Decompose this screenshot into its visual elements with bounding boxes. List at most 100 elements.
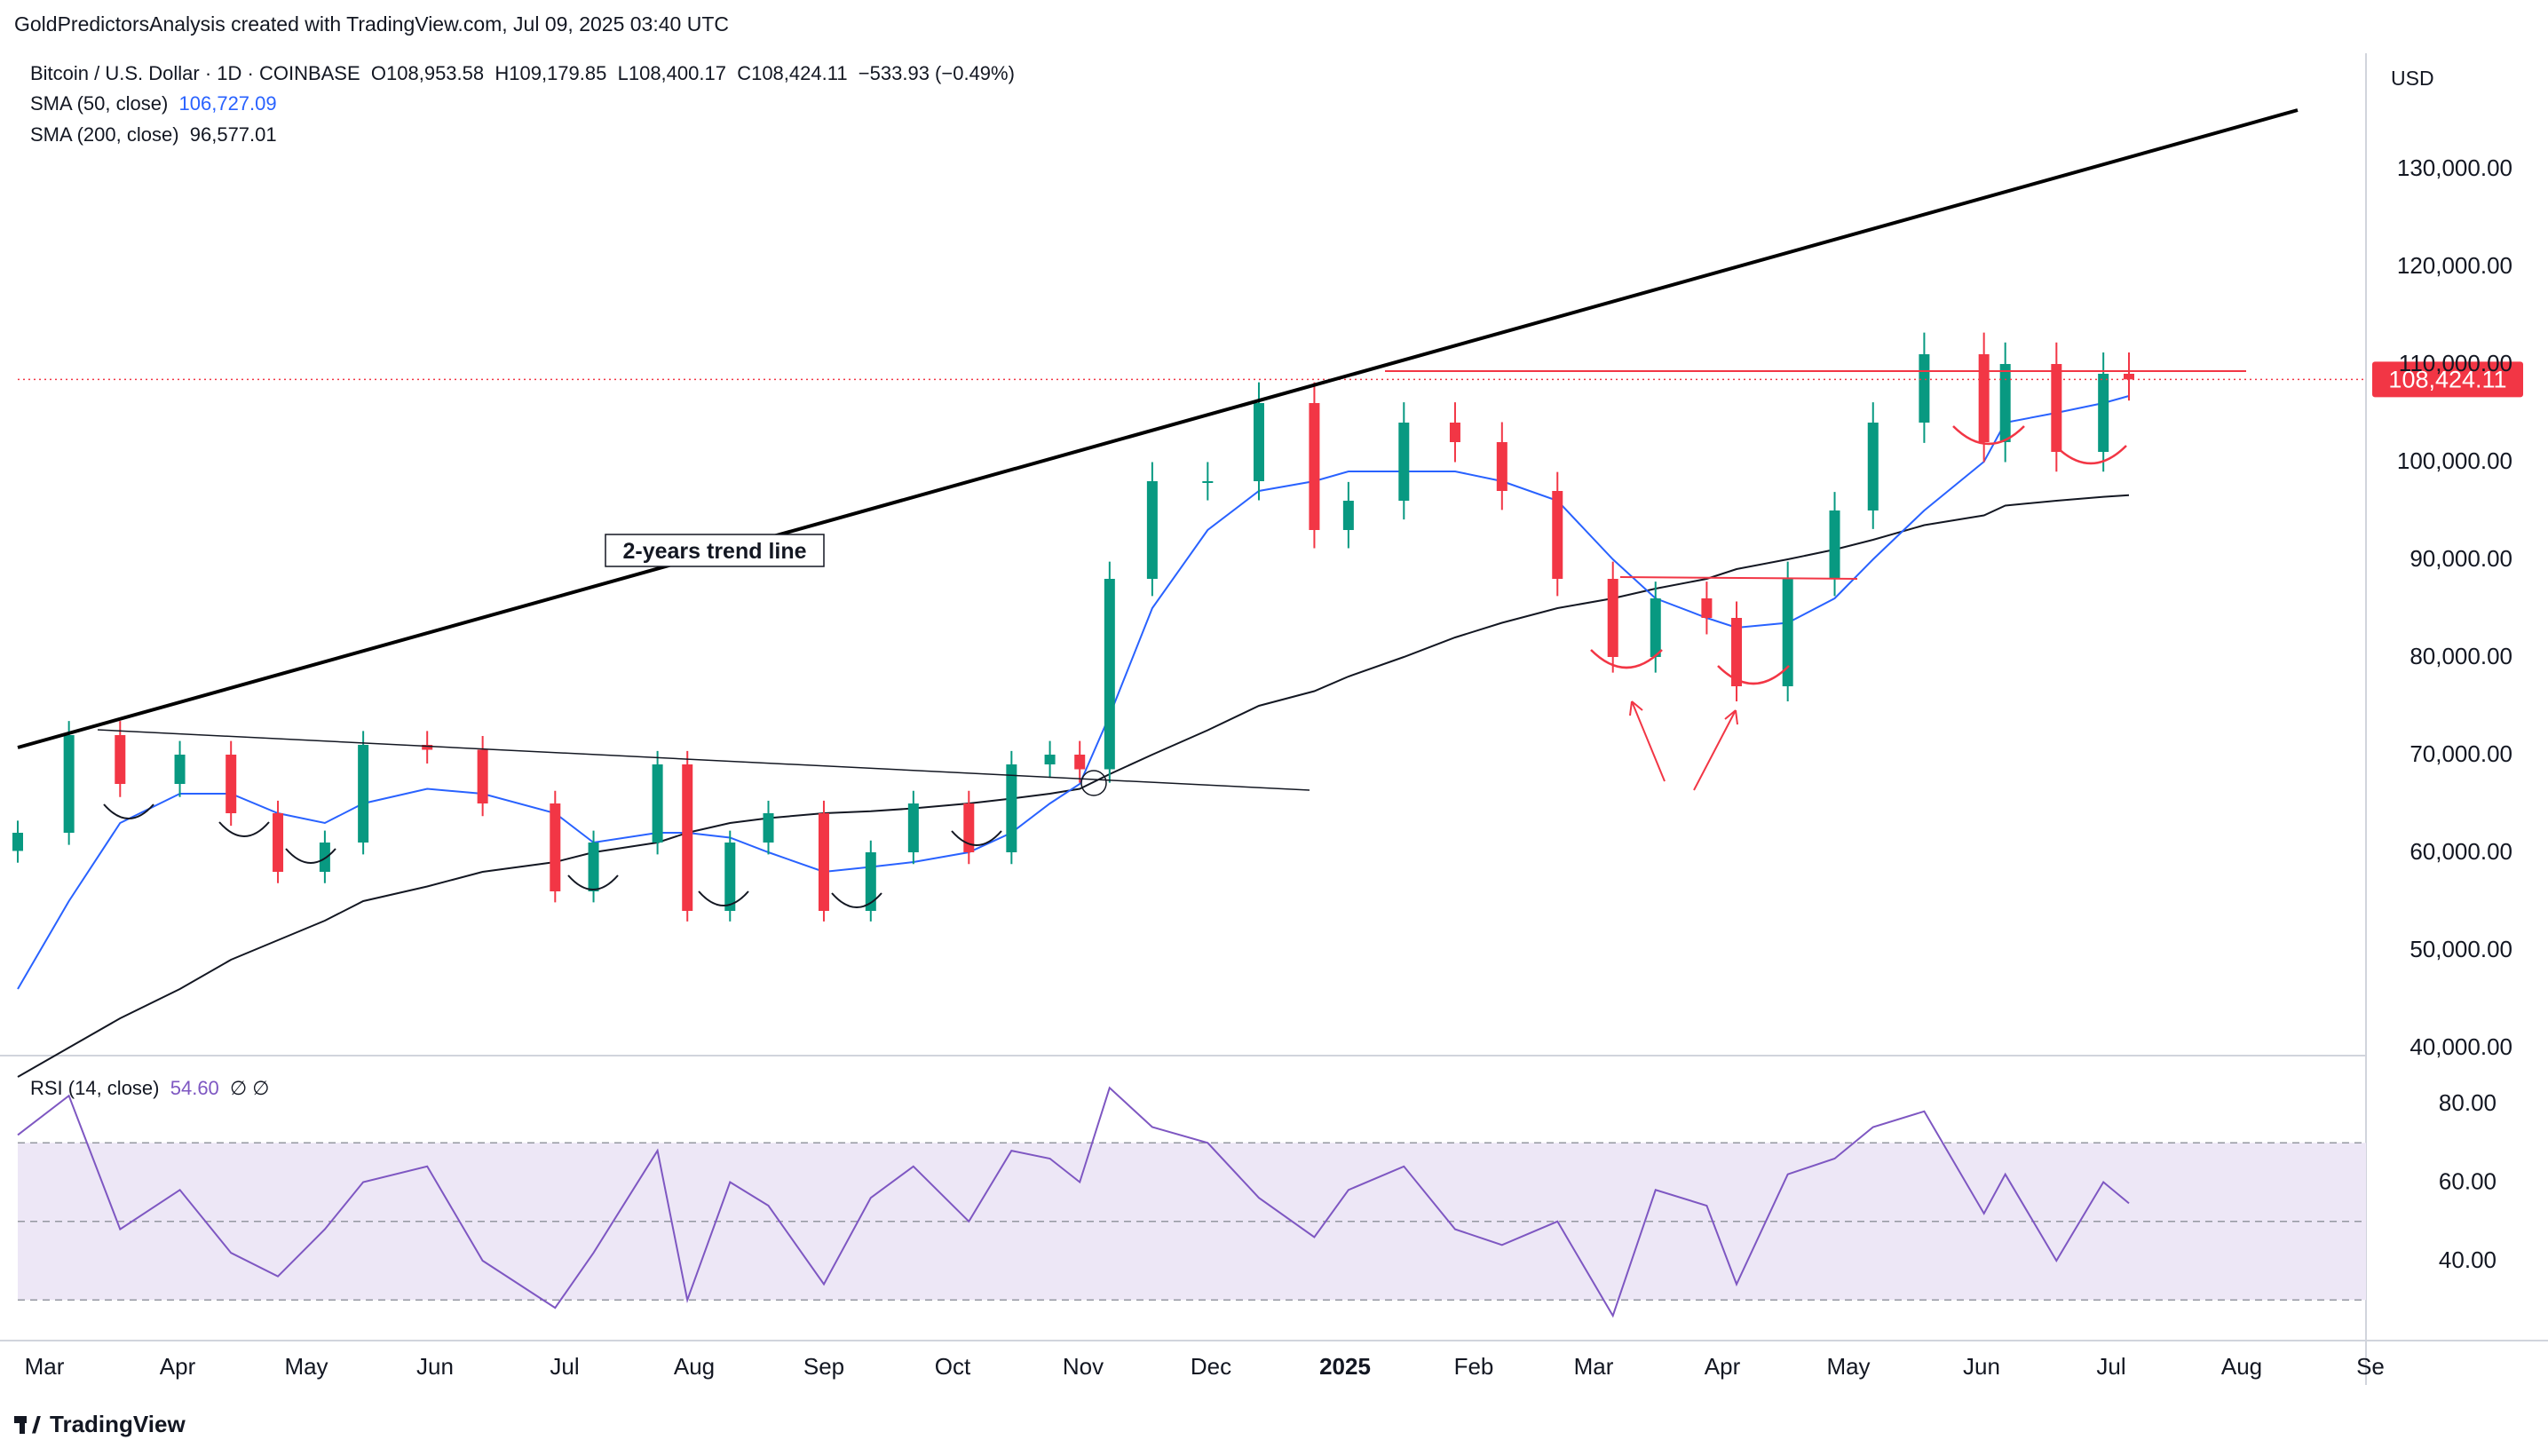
neckline-2024	[97, 729, 1310, 791]
candle-body	[550, 803, 561, 891]
rsi-label: RSI (14, close)	[30, 1077, 160, 1099]
time-axis-label: Apr	[1705, 1353, 1741, 1380]
trend-line-label-box	[605, 534, 825, 567]
price-tick-label: 120,000.00	[2397, 252, 2512, 279]
candle-body	[115, 735, 126, 784]
sma50-label: SMA (50, close)	[30, 92, 169, 115]
candle-body	[682, 764, 693, 911]
time-axis-label: May	[284, 1353, 328, 1380]
rsi-tick-label: 40.00	[2439, 1246, 2497, 1273]
sma200-line	[17, 494, 2130, 1078]
candle-body	[1978, 354, 1990, 442]
sma50-line	[17, 395, 2130, 990]
rsi-value: 54.60	[170, 1077, 219, 1099]
price-tick-label: 80,000.00	[2410, 643, 2512, 669]
candle-body	[1044, 755, 1056, 764]
rsi-legend[interactable]: RSI (14, close) 54.60 ∅ ∅	[30, 1077, 269, 1100]
candle-body	[763, 813, 774, 843]
time-axis-label: Feb	[1454, 1353, 1494, 1380]
time-axis-label: Apr	[160, 1353, 196, 1380]
price-tick-label: 60,000.00	[2410, 838, 2512, 865]
rsi-tick-label: 80.00	[2439, 1089, 2497, 1116]
high-label: H	[495, 62, 510, 84]
candle-body	[907, 803, 919, 852]
candle-body	[1253, 403, 1264, 481]
price-tick-label: 40,000.00	[2410, 1033, 2512, 1060]
time-axis-label: Mar	[1574, 1353, 1614, 1380]
sma50-legend[interactable]: SMA (50, close) 106,727.09	[30, 92, 277, 115]
trend-line-label: 2-years trend line	[622, 539, 806, 564]
candle-body	[1104, 579, 1115, 770]
candle-body	[226, 755, 237, 813]
bottom-arc	[951, 830, 1002, 846]
candle-body	[1074, 755, 1086, 770]
time-axis-label: Se	[2356, 1353, 2385, 1380]
candle-body	[1829, 510, 1840, 579]
arrow-line	[1693, 709, 1737, 791]
price-tick-label: 100,000.00	[2397, 447, 2512, 474]
trend-line	[17, 108, 2299, 749]
close-value: 108,424.11	[751, 62, 848, 84]
breakout-line	[1619, 576, 1858, 580]
bottom-arc	[285, 848, 336, 864]
open-label: O	[370, 62, 387, 84]
open-value: 108,953.58	[386, 62, 485, 84]
candle-body	[273, 813, 284, 872]
shoulder-arc	[1590, 649, 1663, 669]
arrow-line	[1631, 700, 1666, 782]
arrow-head	[1629, 700, 1643, 716]
breakout-circle	[1080, 770, 1107, 796]
candle-body	[1398, 423, 1410, 501]
candle-body	[1202, 481, 1214, 483]
time-axis-label: Nov	[1063, 1353, 1104, 1380]
time-axis-label: Sep	[803, 1353, 844, 1380]
candle-body	[1342, 501, 1354, 530]
price-tick-label: 70,000.00	[2410, 740, 2512, 767]
time-axis-label: Oct	[935, 1353, 971, 1380]
candle-body	[1146, 481, 1158, 579]
candle-body	[1309, 403, 1320, 530]
sma50-value: 106,727.09	[178, 92, 277, 115]
candle-body	[1449, 423, 1460, 442]
candle-body	[1731, 618, 1743, 686]
candle-body	[963, 803, 975, 852]
brand-name: TradingView	[50, 1411, 186, 1437]
time-axis-label: Jul	[550, 1353, 579, 1380]
candle-body	[358, 745, 369, 843]
candle-body	[422, 745, 433, 750]
tradingview-logo[interactable]: TradingView	[14, 1411, 186, 1438]
price-series	[12, 332, 2134, 1078]
time-axis-label: Aug	[674, 1353, 715, 1380]
time-axis-label: Dec	[1191, 1353, 1231, 1380]
candle-body	[1650, 598, 1661, 657]
candle-body	[1607, 579, 1618, 657]
candle-body	[652, 764, 663, 843]
annotations: 108,424.11 2-years trend line	[17, 108, 2523, 908]
candle-body	[1919, 354, 1930, 423]
rsi-extra: ∅ ∅	[230, 1077, 270, 1099]
shoulder-arc	[2054, 445, 2127, 465]
candle-body	[63, 735, 75, 833]
bottom-arc	[103, 803, 154, 819]
candle-body	[12, 833, 23, 851]
rsi-tick-label: 60.00	[2439, 1168, 2497, 1195]
symbol-legend[interactable]: Bitcoin / U.S. Dollar · 1D · COINBASE O1…	[30, 62, 1015, 85]
candle-body	[477, 749, 488, 803]
bottom-arc	[831, 892, 882, 908]
time-axis-label: Jun	[1963, 1353, 2000, 1380]
candle-body	[174, 755, 186, 784]
candle-body	[1701, 598, 1713, 618]
tradingview-logo-icon	[14, 1415, 41, 1434]
candle-body	[319, 843, 330, 872]
sma200-legend[interactable]: SMA (200, close) 96,577.01	[30, 123, 277, 146]
candle-body	[1006, 764, 1017, 852]
axes: 130,000.00 120,000.00 110,000.00 100,000.00…	[25, 67, 2512, 1380]
candle-body	[1999, 364, 2011, 442]
candle-body	[1552, 491, 1563, 579]
price-tick-label: 50,000.00	[2410, 936, 2512, 962]
candle-body	[2098, 374, 2109, 452]
candle-body	[865, 852, 876, 911]
pane-divider[interactable]	[0, 1055, 2366, 1056]
bottom-arc	[567, 874, 619, 890]
